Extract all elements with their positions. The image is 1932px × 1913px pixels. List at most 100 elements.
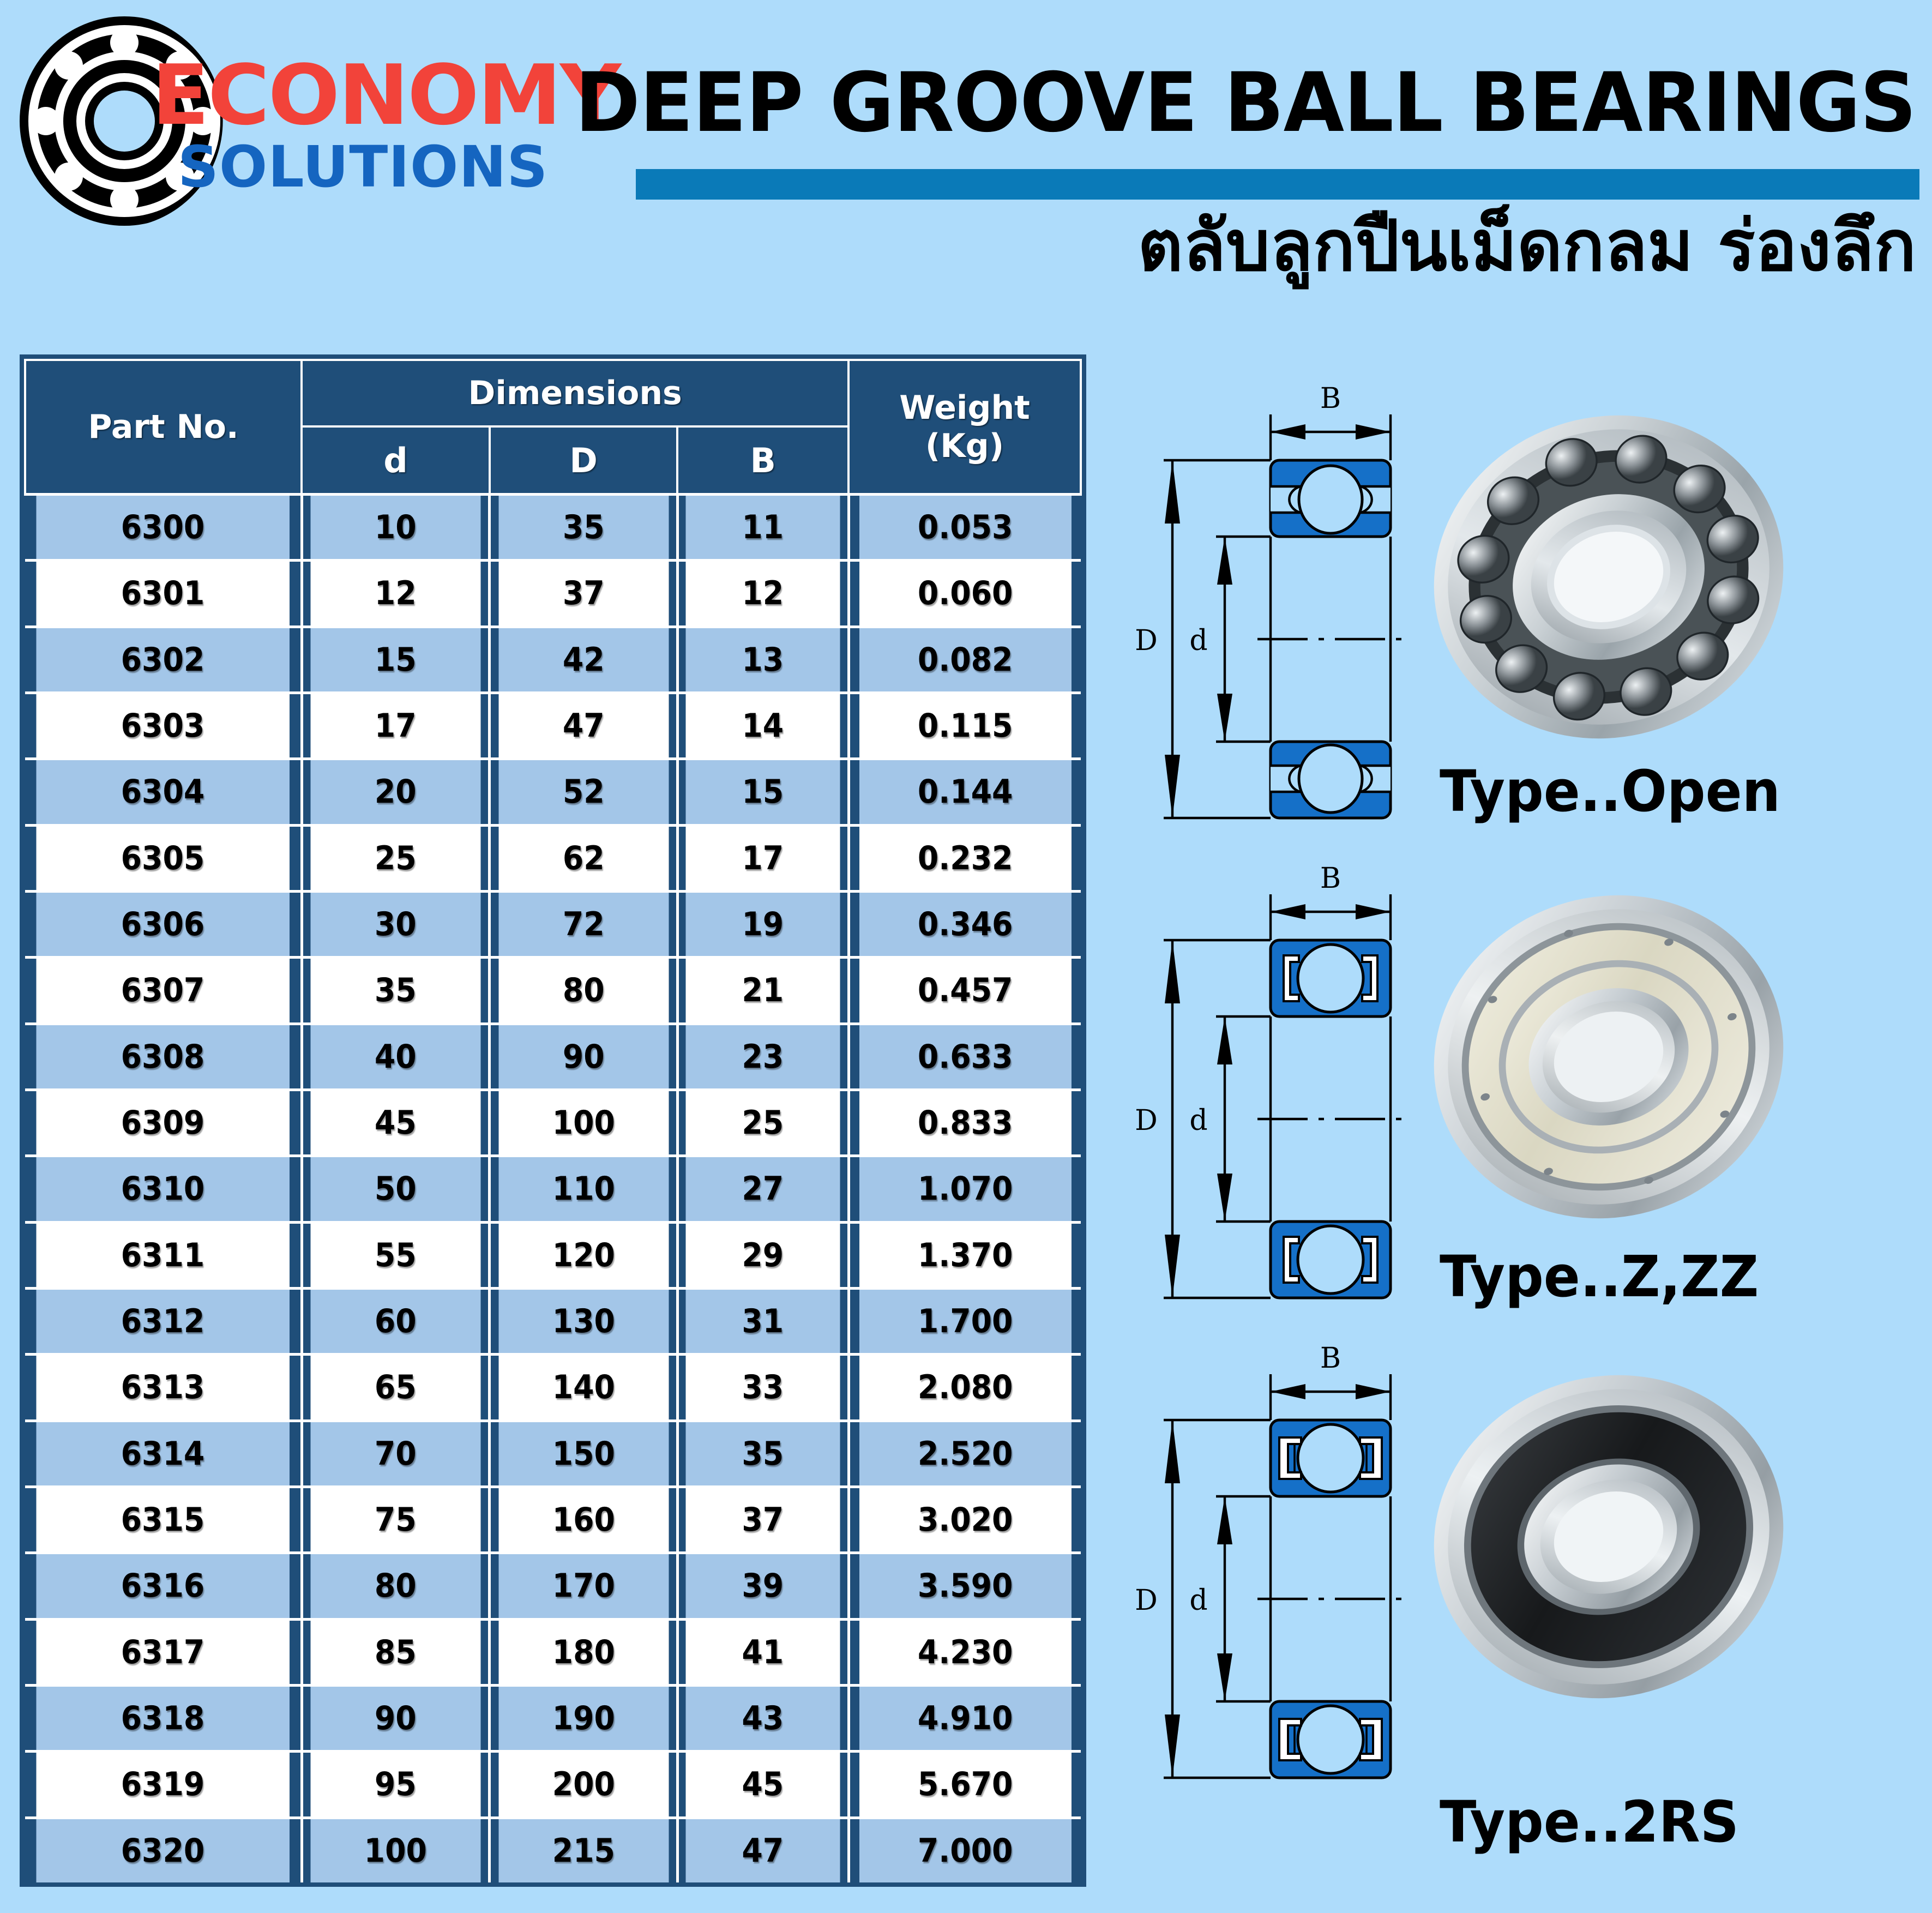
cell-part-no: 6300 — [36, 492, 292, 562]
cell-B: 17 — [683, 823, 843, 893]
table-row: 6304 20 52 15 0.144 — [25, 757, 1081, 827]
cell-D: 37 — [496, 559, 671, 628]
cell-weight: 0.232 — [856, 823, 1072, 893]
cell-part-no: 6301 — [36, 559, 292, 628]
cell-B: 23 — [683, 1022, 843, 1091]
cell-d: 15 — [308, 625, 484, 694]
cell-part-no: 6319 — [36, 1750, 292, 1819]
page-subtitle-thai: ตลับลูกปืนเม็ดกลม ร่องลึก — [1137, 206, 1916, 287]
table-row: 6320 100 215 47 7.000 — [25, 1816, 1081, 1882]
col-header-d-small: d — [300, 425, 491, 496]
diagram-row-z-zz: B D d — [1112, 862, 1925, 1341]
cell-D: 170 — [496, 1551, 671, 1621]
dim-label-B: B — [1320, 382, 1341, 415]
cell-D: 42 — [496, 625, 671, 694]
cell-B: 47 — [683, 1816, 843, 1882]
table-header: Part No. Dimensions Weight (Kg) d D B — [23, 359, 1082, 496]
cell-D: 215 — [496, 1816, 671, 1882]
cell-B: 45 — [683, 1750, 843, 1819]
table-row: 6319 95 200 45 5.670 — [25, 1750, 1081, 1819]
cell-part-no: 6308 — [36, 1022, 292, 1091]
title-block: DEEP GROOVE BALL BEARINGS ตลับลูกปืนเม็ด… — [575, 60, 1919, 333]
type-label-2rs: Type..2RS — [1440, 1789, 1739, 1855]
cell-weight: 1.370 — [856, 1220, 1072, 1290]
cell-d: 50 — [308, 1154, 484, 1224]
cell-B: 12 — [683, 559, 843, 628]
cell-d: 20 — [308, 757, 484, 827]
cell-weight: 2.080 — [856, 1353, 1072, 1422]
cell-weight: 0.053 — [856, 492, 1072, 562]
table-row: 6310 50 110 27 1.070 — [25, 1154, 1081, 1224]
dim-label-B: B — [1320, 1342, 1341, 1375]
cell-weight: 0.060 — [856, 559, 1072, 628]
cell-D: 72 — [496, 889, 671, 959]
specification-table-frame: Part No. Dimensions Weight (Kg) d D B 63… — [20, 354, 1086, 1887]
cell-B: 25 — [683, 1088, 843, 1158]
dim-label-d: d — [1189, 1104, 1207, 1137]
table-row: 6301 12 37 12 0.060 — [25, 559, 1081, 628]
bearing-specification-table: Part No. Dimensions Weight (Kg) d D B 63… — [23, 359, 1082, 1882]
cell-weight: 0.833 — [856, 1088, 1072, 1158]
table-row: 6305 25 62 17 0.232 — [25, 823, 1081, 893]
cell-D: 52 — [496, 757, 671, 827]
cell-D: 62 — [496, 823, 671, 893]
cell-d: 65 — [308, 1353, 484, 1422]
cell-weight: 1.070 — [856, 1154, 1072, 1224]
cell-D: 35 — [496, 492, 671, 562]
cell-D: 120 — [496, 1220, 671, 1290]
cell-B: 35 — [683, 1419, 843, 1488]
cell-D: 90 — [496, 1022, 671, 1091]
table-row: 6303 17 47 14 0.115 — [25, 691, 1081, 761]
cell-B: 11 — [683, 492, 843, 562]
cell-d: 10 — [308, 492, 484, 562]
cell-weight: 0.346 — [856, 889, 1072, 959]
diagram-row-open: B D d — [1112, 382, 1925, 862]
cell-weight: 0.115 — [856, 691, 1072, 761]
cell-part-no: 6302 — [36, 625, 292, 694]
cell-part-no: 6310 — [36, 1154, 292, 1224]
ball-bearing-ring-c-logo-icon — [20, 16, 233, 226]
cell-d: 55 — [308, 1220, 484, 1290]
cross-section-drawing-shielded-icon: B D d — [1135, 862, 1404, 1300]
cell-D: 180 — [496, 1617, 671, 1687]
cell-B: 37 — [683, 1485, 843, 1555]
cell-d: 75 — [308, 1485, 484, 1555]
page-title: DEEP GROOVE BALL BEARINGS — [575, 56, 1917, 151]
cell-D: 200 — [496, 1750, 671, 1819]
cell-B: 21 — [683, 956, 843, 1025]
table-row: 6314 70 150 35 2.520 — [25, 1419, 1081, 1488]
cell-B: 13 — [683, 625, 843, 694]
cell-part-no: 6309 — [36, 1088, 292, 1158]
cell-part-no: 6313 — [36, 1353, 292, 1422]
cell-B: 41 — [683, 1617, 843, 1687]
dim-label-B: B — [1320, 862, 1341, 895]
brand-logo: ECONOMY SOLUTIONS — [15, 12, 621, 246]
col-header-part-no: Part No. — [23, 359, 303, 496]
open-ball-bearing-photo-icon — [1434, 415, 1784, 739]
cell-part-no: 6320 — [36, 1816, 292, 1882]
col-header-weight: Weight (Kg) — [847, 359, 1082, 496]
cell-B: 33 — [683, 1353, 843, 1422]
cell-d: 35 — [308, 956, 484, 1025]
cell-d: 25 — [308, 823, 484, 893]
cell-weight: 0.633 — [856, 1022, 1072, 1091]
rubber-sealed-ball-bearing-photo-icon — [1434, 1375, 1784, 1699]
cell-B: 19 — [683, 889, 843, 959]
col-header-B-width: B — [676, 425, 850, 496]
cell-part-no: 6312 — [36, 1286, 292, 1356]
cell-B: 31 — [683, 1286, 843, 1356]
cell-part-no: 6305 — [36, 823, 292, 893]
cell-weight: 0.457 — [856, 956, 1072, 1025]
type-label-z-zz: Type..Z,ZZ — [1440, 1243, 1759, 1310]
weight-label-line2: (Kg) — [925, 427, 1004, 465]
cell-d: 85 — [308, 1617, 484, 1687]
cell-D: 140 — [496, 1353, 671, 1422]
cross-section-drawing-sealed-icon: B D d — [1135, 1342, 1404, 1779]
cell-part-no: 6315 — [36, 1485, 292, 1555]
cell-weight: 3.020 — [856, 1485, 1072, 1555]
title-divider — [636, 169, 1919, 200]
brand-name-secondary: SOLUTIONS — [178, 134, 549, 200]
cell-part-no: 6311 — [36, 1220, 292, 1290]
cell-d: 12 — [308, 559, 484, 628]
cell-weight: 2.520 — [856, 1419, 1072, 1488]
